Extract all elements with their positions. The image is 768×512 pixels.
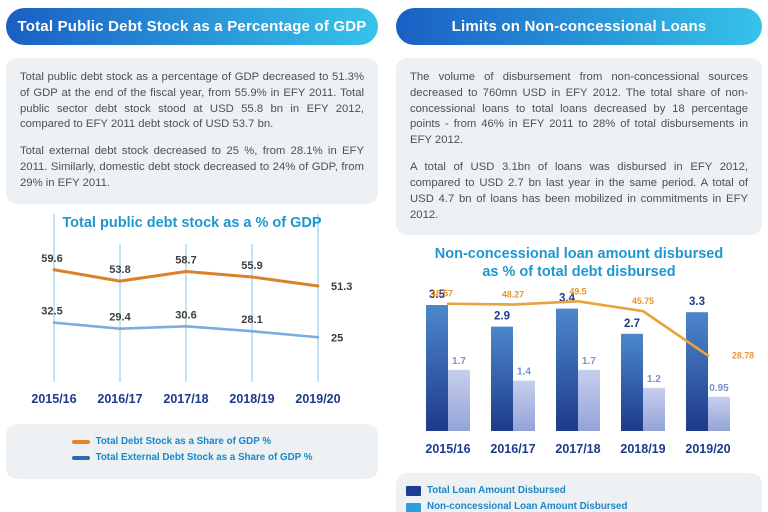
legend-label: Total Debt Stock as a Share of GDP % [95,435,272,447]
svg-text:59.6: 59.6 [41,252,62,264]
svg-text:3.5: 3.5 [429,289,446,301]
svg-text:48.57: 48.57 [431,289,453,299]
svg-text:29.4: 29.4 [109,311,131,323]
svg-text:2017/18: 2017/18 [163,392,208,406]
percent-line-series: 48.57 48.27 49.5 45.75 28.78 [431,287,754,361]
section-header-debt-stock: Total Public Debt Stock as a Percentage … [6,8,378,45]
debt-stock-text-card: Total public debt stock as a percentage … [6,58,378,204]
svg-text:1.7: 1.7 [582,356,596,367]
svg-text:2017/18: 2017/18 [555,442,600,456]
svg-text:2016/17: 2016/17 [490,442,535,456]
svg-text:28.78: 28.78 [732,351,754,361]
svg-text:49.5: 49.5 [569,287,586,297]
loan-disbursed-chart-card: 3.5 1.7 2.9 1.4 3.4 1.7 2.7 1.2 3.3 0.95 48.57 48.2… [396,241,762,470]
panel-debt-stock: Total Public Debt Stock as a Percentage … [6,8,378,479]
x-axis-labels: 2015/16 2016/17 2017/18 2018/19 2019/20 [425,442,730,456]
legend-swatch-external-debt [71,456,90,460]
debt-stock-paragraph-2: Total external debt stock decreased to 2… [20,145,364,189]
svg-text:1.2: 1.2 [647,374,661,385]
legend: Total Loan Amount Disbursed Non-concessi… [406,483,754,512]
legend: Total Debt Stock as a Share of GDP % Tot… [71,434,313,466]
legend-item-total-loan: Total Loan Amount Disbursed [406,483,754,499]
svg-text:55.9: 55.9 [241,260,262,272]
svg-text:2015/16: 2015/16 [425,442,470,456]
svg-text:48.27: 48.27 [502,290,524,300]
svg-text:2019/20: 2019/20 [295,392,340,406]
line-series-0 [52,267,320,288]
svg-text:2.9: 2.9 [494,311,510,323]
legend-label: Non-concessional Loan Amount Disbursed [427,501,628,512]
svg-text:25: 25 [331,332,343,344]
svg-text:3.3: 3.3 [689,297,705,309]
line-series-1 [52,321,320,339]
svg-text:0.95: 0.95 [709,383,729,394]
svg-text:2.7: 2.7 [624,318,640,330]
svg-text:2018/19: 2018/19 [229,392,274,406]
svg-text:32.5: 32.5 [41,305,62,317]
legend-swatch-nonconcessional-loan [406,502,421,512]
debt-stock-paragraph-1: Total public debt stock as a percentage … [20,71,364,131]
svg-text:28.1: 28.1 [241,314,262,326]
bar-series [426,305,730,432]
nonconcessional-paragraph-2: A total of USD 3.1bn of loans was disbur… [410,161,748,221]
x-axis-labels: 2015/16 2016/17 2017/18 2018/19 2019/20 [31,392,340,406]
panel-nonconcessional-loans: Limits on Non-concessional Loans The vol… [396,8,762,512]
legend-label: Total Loan Amount Disbursed [427,485,566,497]
svg-text:30.6: 30.6 [175,309,196,321]
debt-gdp-chart-card: 59.6 53.8 58.7 55.9 51.3 32.5 29.4 30.6 28.1 25 20… [6,209,378,420]
svg-text:1.4: 1.4 [517,367,531,378]
legend-swatch-total-loan [406,486,421,497]
nonconcessional-paragraph-1: The volume of disbursement from non-conc… [410,71,748,147]
svg-text:1.7: 1.7 [452,356,466,367]
svg-text:2016/17: 2016/17 [97,392,142,406]
legend-item-total-debt: Total Debt Stock as a Share of GDP % [71,434,313,450]
svg-text:2018/19: 2018/19 [620,442,665,456]
value-labels: 59.6 53.8 58.7 55.9 51.3 32.5 29.4 30.6 28.1 25 [41,252,352,343]
debt-gdp-line-chart: 59.6 53.8 58.7 55.9 51.3 32.5 29.4 30.6 28.1 25 20… [31,213,352,406]
svg-text:58.7: 58.7 [175,254,196,266]
svg-text:53.8: 53.8 [109,264,130,276]
svg-text:51.3: 51.3 [331,281,352,293]
legend-swatch-total-debt [71,440,90,444]
svg-text:45.75: 45.75 [632,296,654,306]
debt-gdp-legend-card: Total Debt Stock as a Share of GDP % Tot… [6,423,378,479]
legend-item-external-debt: Total External Debt Stock as a Share of … [71,450,313,466]
svg-text:2019/20: 2019/20 [685,442,730,456]
legend-item-nonconcessional-loan: Non-concessional Loan Amount Disbursed [406,499,754,512]
loan-disbursed-legend-card: Total Loan Amount Disbursed Non-concessi… [396,473,762,512]
grid-lines [53,213,319,382]
svg-text:2015/16: 2015/16 [31,392,76,406]
legend-label: Total External Debt Stock as a Share of … [95,451,313,463]
section-header-nonconcessional: Limits on Non-concessional Loans [396,8,762,45]
nonconcessional-text-card: The volume of disbursement from non-conc… [396,58,762,236]
